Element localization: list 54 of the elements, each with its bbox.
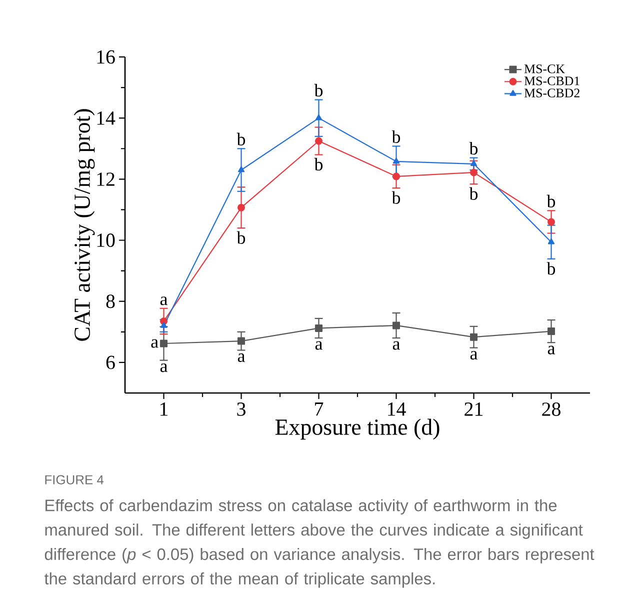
annotation: a (238, 353, 245, 362)
annotation: b (469, 187, 478, 200)
y-tick-label: 14 (97, 111, 116, 125)
annotation: a (470, 350, 478, 360)
x-axis-title: Exposure time (d) (275, 418, 440, 440)
caption: FIGURE 4 (45, 475, 104, 484)
y-tick-label: 10 (97, 234, 115, 247)
annotation: b (314, 158, 323, 171)
annotation: a (160, 363, 168, 372)
point (160, 322, 168, 328)
annotation: b (392, 130, 400, 143)
point (548, 328, 555, 336)
y-axis-title: CAT activity (U/mg prot) (74, 109, 95, 341)
x-tick-label: 28 (542, 402, 560, 416)
y-tick-label: 12 (97, 172, 114, 186)
point (392, 172, 400, 180)
annotation: b (236, 231, 246, 244)
point (470, 168, 478, 176)
point (160, 340, 168, 348)
annotation: b (546, 262, 556, 275)
annotation: b (236, 132, 246, 146)
annotation: b (392, 191, 400, 204)
point (392, 322, 400, 330)
point (238, 166, 245, 172)
point (315, 114, 322, 120)
legend-label: MS-CK (524, 64, 565, 74)
point (315, 137, 323, 145)
annotation: a (548, 346, 555, 354)
text: Effects of carbendazim stress on catalase activity of earthworm in the manured soil. The different letters above the curves indicate a significant difference (p < 0.05) based on variance analysis. The error bars represent the standard errors of the mean of triplicate samples. (44, 499, 594, 588)
annotation: b (546, 194, 556, 208)
point (238, 337, 246, 345)
annotation: a (315, 341, 322, 350)
x-tick-label: 1 (160, 402, 168, 416)
legend-label: MS-CBD2 (524, 88, 580, 98)
point (548, 218, 555, 226)
point (470, 160, 478, 166)
point (548, 238, 555, 244)
annotation: a (392, 341, 400, 350)
legend-label: MS-CBD1 (524, 76, 580, 86)
annotation: b (314, 84, 323, 97)
y-tick-label: 16 (97, 50, 115, 64)
x-tick-label: 14 (388, 402, 406, 416)
annotation: a (151, 339, 158, 348)
x-tick-label: 3 (237, 402, 246, 416)
annotation: b (469, 142, 478, 155)
x-tick-label: 21 (464, 402, 483, 416)
point (470, 333, 478, 341)
point (392, 158, 400, 164)
y-tick-label: 6 (106, 356, 115, 370)
y-tick-label: 8 (106, 294, 115, 308)
point (238, 204, 246, 212)
annotation: a (160, 296, 168, 306)
point (315, 324, 323, 332)
x-tick-label: 7 (315, 402, 324, 416)
